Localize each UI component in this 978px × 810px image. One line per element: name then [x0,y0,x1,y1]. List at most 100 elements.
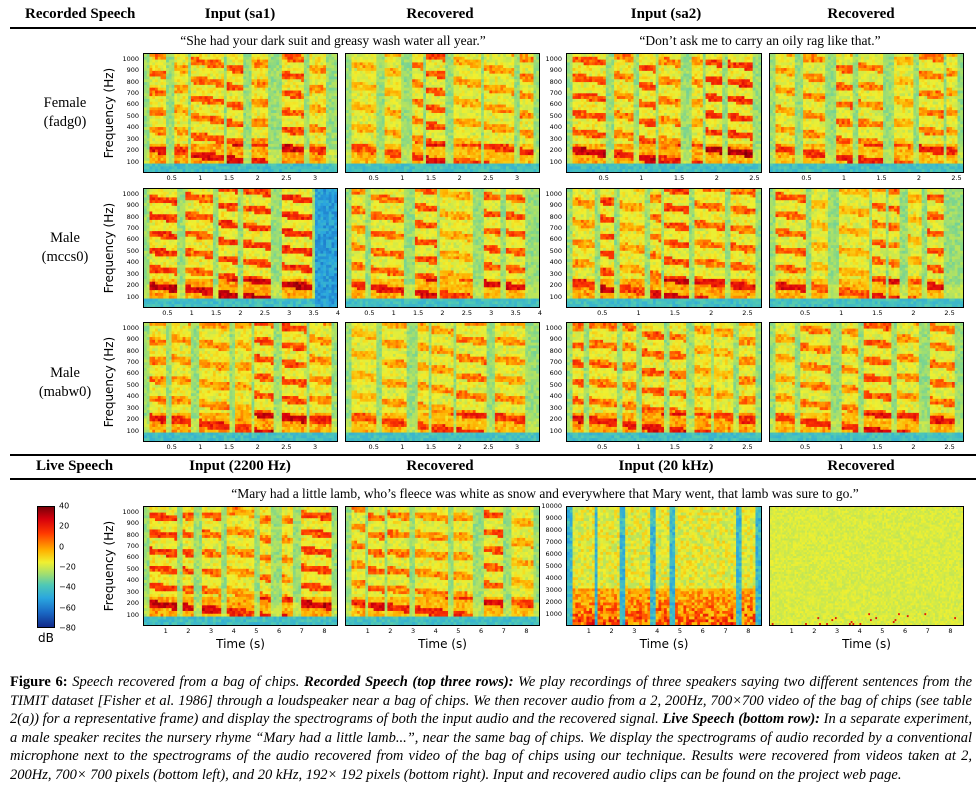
y-tick-label: 800 [127,78,139,86]
y-tick-label: 800 [550,213,562,221]
x-tick-label: 0.5 [800,309,810,317]
x-tick-label: 7 [723,627,727,635]
y-tick-label: 200 [550,146,562,154]
x-tick-label: 0.5 [599,174,609,182]
x-tick-label: 1 [637,443,641,451]
x-tick-label: 1 [639,174,643,182]
x-tick-label: 6 [479,627,483,635]
y-tick-label: 900 [127,201,139,209]
y-tick-label: 4000 [545,574,562,582]
spectrogram-image [770,189,963,307]
x-tick-label: 3 [209,627,213,635]
x-tick-label: 1.5 [426,174,436,182]
colorbar-tick-label: −40 [59,583,76,592]
y-tick-label: 800 [550,78,562,86]
colorbar-tick-label: −60 [59,603,76,612]
y-tick-label: 200 [127,599,139,607]
x-tick-label: 1 [400,174,404,182]
colorbar-tick-label: −20 [59,563,76,572]
y-tick-label: 400 [127,392,139,400]
x-tick-label: 0.5 [369,443,379,451]
x-tick-label: 2.5 [281,174,291,182]
x-tick-label: 2 [709,309,713,317]
x-tick-label: 2 [911,309,915,317]
y-tick-label: 700 [127,542,139,550]
spectrogram-plot [566,322,762,442]
x-tick-label: 2 [610,627,614,635]
y-tick-labels: 1000 900 800 700 600 500 400 300 200 100 [121,322,141,442]
y-tick-label: 500 [550,381,562,389]
y-tick-labels: 1000 900 800 700 600 500 400 300 200 100 [121,53,141,173]
recovered-header-2: Recovered [827,6,894,23]
caption-text-3: In a separate experiment, a male speaker… [10,711,972,783]
recovered-header-3: Recovered [406,458,473,475]
y-tick-label: 7000 [545,538,562,546]
x-tick-label: 2.5 [483,174,493,182]
y-tick-label: 200 [550,415,562,423]
y-tick-label: 400 [127,258,139,266]
colorbar [37,506,55,628]
spectrogram-plot [345,53,540,173]
spectrogram-plot [769,506,964,626]
x-tick-labels: 0.5 1 1.5 2 2.5 3 [143,443,338,452]
spectrogram-plot [566,506,762,626]
x-tick-label: 7 [300,627,304,635]
y-tick-label: 900 [550,201,562,209]
y-tick-label: 1000 [122,324,139,332]
x-tick-label: 2 [458,443,462,451]
x-tick-label: 7 [502,627,506,635]
y-tick-label: 900 [127,66,139,74]
spectrogram-plot [143,322,338,442]
y-tick-label: 1000 [545,55,562,63]
x-tick-label: 0.5 [597,309,607,317]
y-tick-label: 200 [127,415,139,423]
spectrogram-image [770,54,963,172]
y-tick-label: 400 [550,392,562,400]
spectrogram-image [567,189,761,307]
y-tick-labels: 1000 900 800 700 600 500 400 300 200 100 [544,322,564,442]
top-header-rule [10,27,976,29]
y-tick-label: 200 [550,281,562,289]
spectrogram-image [567,507,761,625]
x-tick-label: 2 [715,174,719,182]
x-tick-label: 1 [839,443,843,451]
x-tick-labels: 0.5 1 1.5 2 2.5 [566,443,762,452]
input-20k-header: Input (20 kHz) [618,458,713,475]
colorbar-tick-label: −80 [59,624,76,633]
y-tick-label: 200 [127,146,139,154]
y-tick-label: 8000 [545,526,562,534]
spectrogram-image [770,323,963,441]
row-label-line2: (mccs0) [20,248,110,267]
spectrogram-image [346,507,539,625]
y-axis-label: Frequency (Hz) [102,521,116,612]
y-tick-label: 700 [550,224,562,232]
x-tick-label: 1 [400,443,404,451]
x-tick-label: 3 [515,174,519,182]
x-tick-label: 1.5 [674,174,684,182]
y-tick-label: 800 [127,347,139,355]
colorbar-label: dB [38,631,54,645]
y-tick-label: 900 [550,335,562,343]
x-tick-label: 3 [515,443,519,451]
x-tick-label: 3 [287,309,291,317]
y-tick-label: 1000 [122,190,139,198]
x-tick-label: 3 [313,443,317,451]
x-tick-label: 1.5 [413,309,423,317]
y-tick-label: 500 [127,112,139,120]
x-tick-label: 2 [709,443,713,451]
y-tick-label: 100 [127,293,139,301]
x-tick-label: 0.5 [369,174,379,182]
caption-bold-1: Recorded Speech (top three rows): [304,674,513,690]
x-tick-labels: 0.5 1 1.5 2 2.5 [566,309,762,318]
spectrogram-image [770,507,963,625]
spectrogram-plot [143,506,338,626]
y-axis-label: Frequency (Hz) [102,203,116,294]
y-tick-label: 800 [127,531,139,539]
x-tick-label: 2.5 [462,309,472,317]
y-axis-label: Frequency (Hz) [102,337,116,428]
x-tick-label: 8 [948,627,952,635]
x-tick-label: 6 [903,627,907,635]
y-tick-label: 300 [127,135,139,143]
x-tick-label: 4 [858,627,862,635]
x-axis-label: Time (s) [640,637,689,651]
